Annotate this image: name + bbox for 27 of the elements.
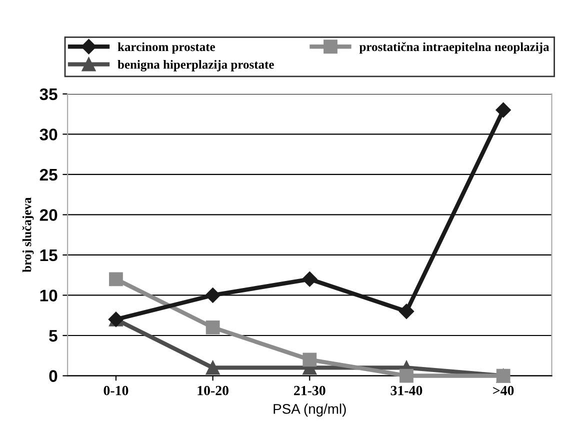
point (109, 272, 123, 286)
y-tick-label: 25 (40, 168, 58, 181)
point (400, 368, 414, 383)
x-tick-label: 21-30 (294, 386, 326, 396)
y-tick-label: 35 (40, 88, 58, 100)
y-tick-label: 10 (40, 290, 58, 302)
point (398, 304, 414, 319)
x-tick-label: 10-20 (198, 386, 228, 396)
y-tick-label: 0 (49, 370, 58, 382)
point (206, 320, 220, 334)
y-tick-label: 20 (40, 209, 58, 221)
y-tick-label: 5 (49, 330, 58, 342)
legend-label: prostatična intraepitelna neoplazija (359, 42, 550, 54)
x-axis-title: PSA (ng/ml) (274, 404, 346, 417)
point (205, 288, 220, 303)
legend-label: benigna hiperplazija prostate (118, 60, 274, 72)
y-axis-title: broj slučajeva (22, 197, 34, 272)
x-tick-label: 31-40 (390, 386, 422, 396)
x-tick-label: >40 (493, 386, 514, 396)
point (302, 272, 318, 287)
y-tick-label: 15 (40, 250, 58, 262)
x-tick-label: 0-10 (104, 386, 128, 396)
legend-label: karcinom prostate (118, 42, 216, 54)
point (302, 352, 317, 367)
y-tick-label: 30 (40, 128, 58, 140)
point (206, 360, 220, 375)
point (496, 102, 511, 118)
